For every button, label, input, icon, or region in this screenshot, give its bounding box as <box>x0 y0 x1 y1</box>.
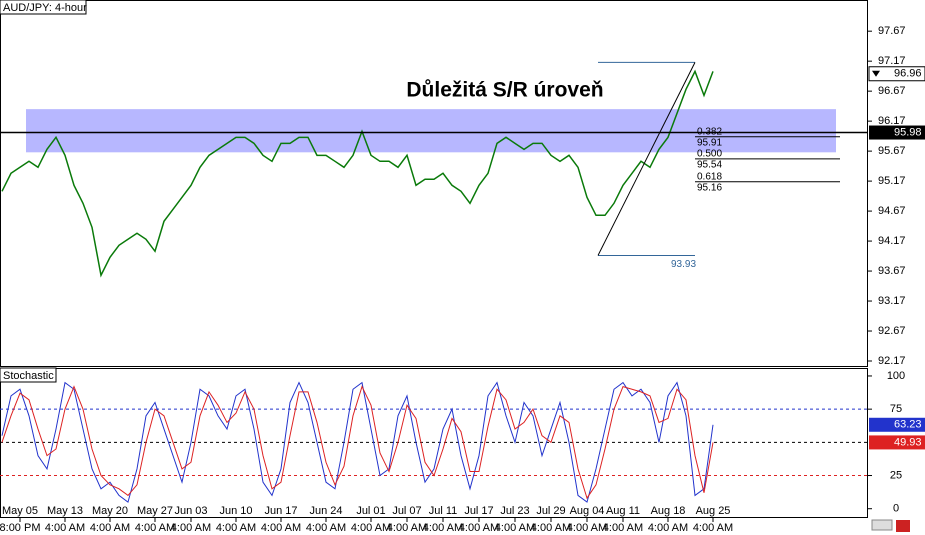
x-tick-label: Jun 24 <box>309 505 342 517</box>
x-time-label: 4:00 AM <box>693 522 733 534</box>
x-tick-label: Jul 01 <box>356 505 385 517</box>
x-tick-label: Jun 17 <box>264 505 297 517</box>
stoch-panel <box>0 368 868 518</box>
y-tick-label: 94.17 <box>878 235 906 247</box>
y-tick-label: 95.17 <box>878 175 906 187</box>
fib-price: 95.54 <box>697 160 722 171</box>
x-tick-label: Jul 17 <box>464 505 493 517</box>
x-tick-label: Aug 25 <box>696 505 731 517</box>
price-panel <box>0 0 868 367</box>
x-time-label: 4:00 AM <box>171 522 211 534</box>
x-time-label: 4:00 AM <box>135 522 175 534</box>
x-tick-label: Jul 11 <box>429 505 458 517</box>
x-time-label: 4:00 AM <box>261 522 301 534</box>
y-tick-label: 95.67 <box>878 145 906 157</box>
x-tick-label: Jun 03 <box>174 505 207 517</box>
x-time-label: 4:00 AM <box>603 522 643 534</box>
x-time-label: 4:00 AM <box>423 522 463 534</box>
x-time-label: 4:00 AM <box>306 522 346 534</box>
x-tick-label: May 05 <box>2 505 38 517</box>
fib-ratio: 0.500 <box>697 149 722 160</box>
value-box <box>869 435 925 450</box>
fib-price: 95.16 <box>697 182 722 193</box>
x-tick-label: Jun 10 <box>219 505 252 517</box>
y-tick-label: 94.67 <box>878 205 906 217</box>
y-tick-label: 25 <box>890 469 902 481</box>
x-tick-label: May 27 <box>137 505 173 517</box>
x-time-label: 8:00 PM <box>0 522 40 534</box>
fib-price: 95.91 <box>697 137 722 148</box>
fib-trend <box>597 62 696 256</box>
price-box <box>868 66 925 82</box>
sr-label: 95.98 <box>894 126 922 138</box>
y-tick-label: 75 <box>890 403 902 415</box>
price-label: 96.96 <box>894 68 922 80</box>
title-box <box>0 0 87 15</box>
x-tick-label: Aug 18 <box>651 505 686 517</box>
x-tick-label: Jul 29 <box>536 505 565 517</box>
y-tick-label: 92.67 <box>878 325 906 337</box>
y-tick-label: 97.17 <box>878 55 906 67</box>
x-time-label: 4:00 AM <box>495 522 535 534</box>
y-tick-label: 96.67 <box>878 85 906 97</box>
annotation: Důležitá S/R úroveň <box>406 79 603 102</box>
scroll-button[interactable] <box>871 519 893 531</box>
y-tick-label: 92.17 <box>878 355 906 367</box>
y-tick-label: 93.67 <box>878 265 906 277</box>
x-tick-label: Aug 04 <box>570 505 605 517</box>
x-time-label: 4:00 AM <box>648 522 688 534</box>
x-tick-label: May 20 <box>92 505 128 517</box>
y-tick-label: 93.17 <box>878 295 906 307</box>
sr-box <box>869 125 925 140</box>
x-time-label: 4:00 AM <box>216 522 256 534</box>
close-button[interactable] <box>896 520 910 532</box>
stoch-line <box>1 385 714 500</box>
fib-ratio: 0.618 <box>697 171 722 182</box>
x-time-label: 4:00 AM <box>45 522 85 534</box>
x-time-label: 4:00 AM <box>351 522 391 534</box>
x-time-label: 4:00 AM <box>567 522 607 534</box>
value-label: 49.93 <box>894 436 922 448</box>
x-time-label: 4:00 AM <box>90 522 130 534</box>
value-label: 63.23 <box>894 419 922 431</box>
x-tick-label: Aug 11 <box>606 505 640 517</box>
panel-title: Stochastic <box>3 370 54 382</box>
fib-low-label: 93.93 <box>671 259 696 270</box>
y-tick-label: 97.67 <box>878 25 906 37</box>
value-box <box>869 417 925 432</box>
sr-zone <box>26 109 836 153</box>
x-tick-label: May 13 <box>47 505 83 517</box>
stoch-line <box>1 381 714 503</box>
y-tick-label: 100 <box>887 370 905 382</box>
x-tick-label: Jul 23 <box>500 505 529 517</box>
title-box <box>0 367 57 383</box>
chart-title: AUD/JPY: 4-hour <box>3 2 87 14</box>
y-tick-label: 0 <box>893 503 899 515</box>
x-time-label: 4:00 AM <box>531 522 571 534</box>
x-time-label: 4:00 AM <box>459 522 499 534</box>
price-line <box>1 69 714 278</box>
x-tick-label: Jul 07 <box>392 505 421 517</box>
price-marker <box>872 70 880 77</box>
x-time-label: 4:00 AM <box>387 522 427 534</box>
y-tick-label: 96.17 <box>878 115 906 127</box>
